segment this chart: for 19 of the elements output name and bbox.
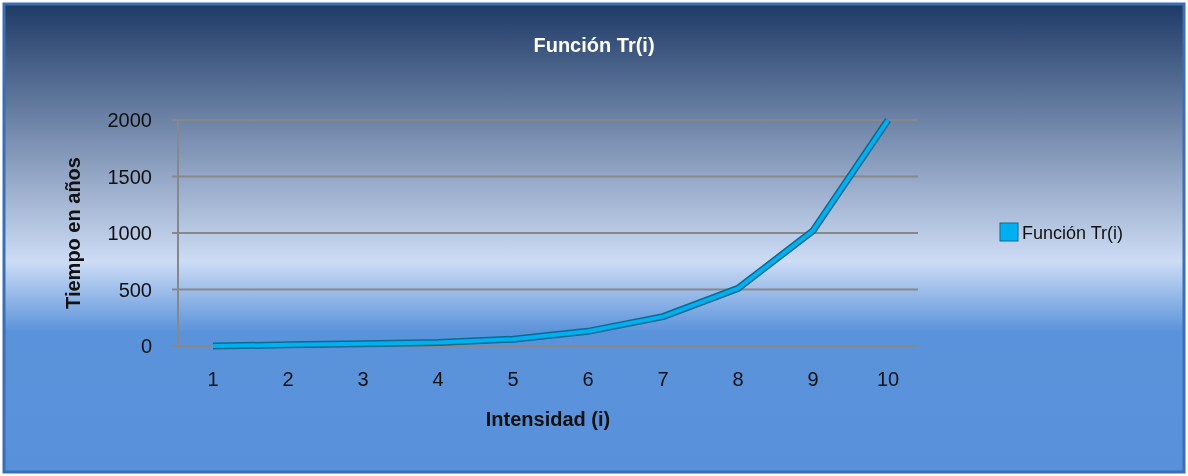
- x-tick-label: 3: [357, 368, 369, 390]
- x-tick-label: 5: [507, 368, 519, 390]
- x-tick-label: 6: [582, 368, 594, 390]
- y-tick-label: 0: [140, 335, 152, 357]
- x-tick-label: 7: [657, 368, 669, 390]
- legend-label: Función Tr(i): [1022, 223, 1124, 244]
- x-tick-label: 8: [732, 368, 744, 390]
- y-tick-label: 500: [118, 278, 152, 301]
- y-tick-label: 1000: [107, 222, 152, 244]
- chart-title: Función Tr(i): [533, 34, 655, 56]
- y-axis-title: Tiempo en años: [62, 157, 84, 309]
- x-tick-label: 9: [807, 368, 819, 390]
- x-tick-label: 10: [876, 368, 900, 390]
- x-tick-label: 4: [432, 368, 444, 390]
- x-axis-title: Intensidad (i): [485, 408, 611, 430]
- x-tick-label: 2: [282, 368, 294, 390]
- y-tick-label: 1500: [107, 165, 152, 188]
- y-tick-label: 2000: [107, 109, 152, 131]
- x-tick-label: 1: [207, 368, 219, 390]
